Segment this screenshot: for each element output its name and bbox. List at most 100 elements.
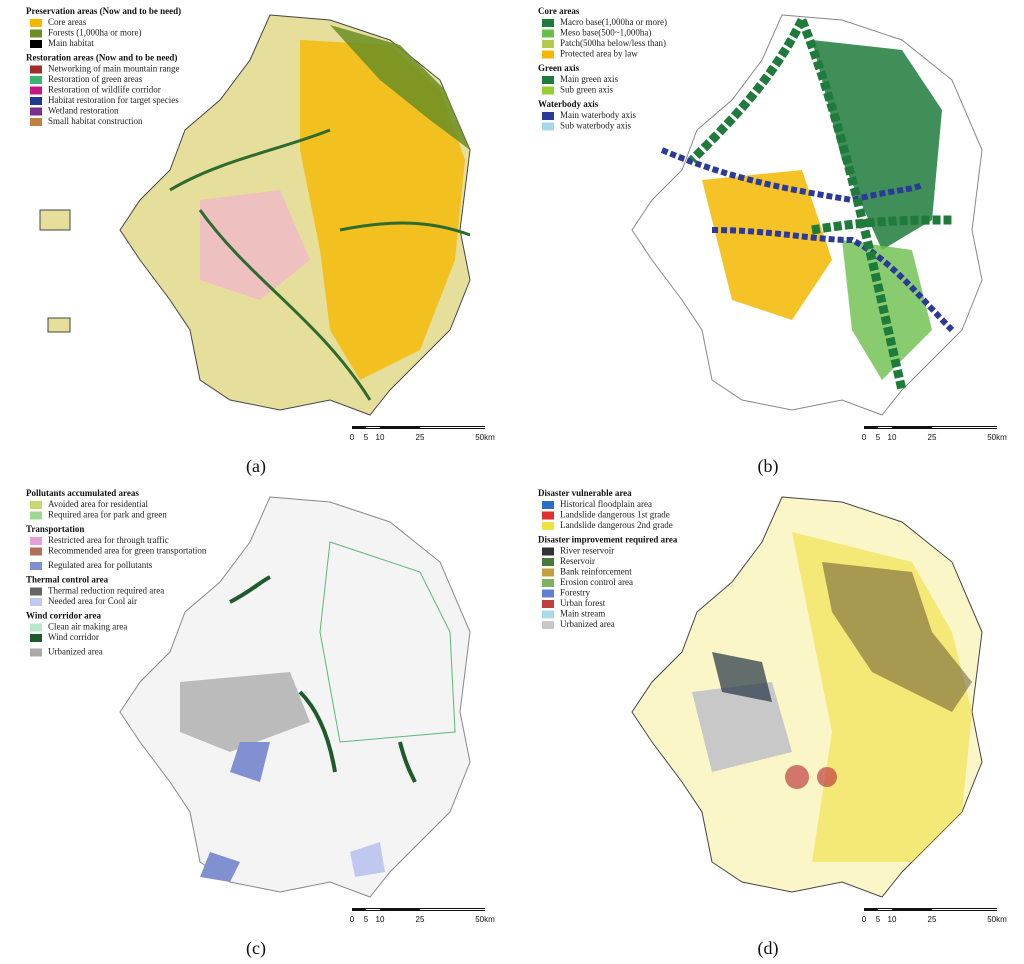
legend-label: Small habitat construction: [48, 116, 143, 126]
legend-label: Avoided area for residential: [48, 499, 149, 509]
legend-swatch: [542, 558, 554, 566]
legend-label: Sub waterbody axis: [560, 121, 631, 131]
legend-title: Wind corridor area: [26, 611, 101, 621]
scale-label: 5: [876, 433, 881, 442]
scale-label: 50km: [987, 433, 1007, 442]
scale-label: 0: [350, 433, 355, 442]
scale-label: 0: [862, 433, 867, 442]
scale-bar-segment: [932, 909, 997, 910]
scale-label: 50km: [987, 915, 1007, 924]
legend-swatch: [542, 522, 554, 530]
legend-title: Transportation: [26, 524, 84, 534]
legend-swatch: [30, 598, 42, 606]
map-a: [39, 14, 471, 416]
scale-label: 5: [364, 433, 369, 442]
legend-title: Core areas: [538, 6, 580, 16]
scale-label: 25: [416, 915, 425, 924]
scale-bar-segment: [420, 909, 485, 910]
legend-label: Patch(500ha below/less than): [560, 38, 666, 48]
legend-swatch: [542, 547, 554, 556]
legend-swatch: [542, 86, 554, 95]
legend-swatch: [30, 562, 42, 570]
legend-swatch: [30, 65, 42, 74]
legend-title: Restoration areas (Now and to be need): [26, 53, 177, 63]
legend-label: Restoration of wildlife corridor: [48, 85, 161, 95]
legend-label: Main stream: [560, 609, 605, 619]
legend-label: Protected area by law: [560, 49, 638, 59]
panel-label: (a): [246, 456, 266, 477]
map-d: [631, 496, 983, 898]
legend-label: Forests (1,000ha or more): [48, 28, 141, 38]
scale-bar: [352, 908, 485, 911]
scale-label: 25: [416, 433, 425, 442]
legend-swatch: [542, 112, 554, 120]
legend-title: Green axis: [538, 63, 580, 73]
legend-swatch: [30, 537, 42, 545]
legend-label: Regulated area for pollutants: [48, 560, 153, 570]
scale-bar: [352, 426, 485, 429]
panel-label: (d): [758, 938, 779, 959]
scale-bar-segment: [366, 909, 380, 910]
legend-swatch: [30, 623, 42, 632]
legend-label: Reservoir: [560, 556, 595, 566]
scale-label: 5: [364, 915, 369, 924]
map-c: [119, 496, 471, 898]
legend-title: Disaster improvement required area: [538, 535, 678, 545]
legend-swatch: [30, 634, 42, 642]
legend-label: Wetland restoration: [48, 106, 119, 116]
scale-bar-segment: [932, 427, 997, 428]
legend-label: Thermal reduction required area: [48, 586, 164, 596]
scale-label: 10: [888, 915, 897, 924]
legend-swatch: [30, 501, 42, 509]
legend-swatch: [30, 19, 42, 27]
legend-swatch: [542, 610, 554, 619]
legend-swatch: [30, 76, 42, 84]
legend-label: Urban forest: [560, 598, 606, 608]
legend-label: Macro base(1,000ha or more): [560, 17, 667, 27]
legend-label: Bank reinforcement: [560, 567, 632, 577]
legend-swatch: [30, 587, 42, 596]
legend-swatch: [542, 19, 554, 27]
scale-label: 50km: [475, 433, 495, 442]
legend-label: Historical floodplain area: [560, 499, 652, 509]
legend-label: Meso base(500~1,000ha): [560, 28, 651, 38]
legend-swatch: [30, 86, 42, 95]
legend-label: Landslide dangerous 2nd grade: [560, 520, 673, 530]
legend-title: Thermal control area: [26, 575, 109, 585]
legend-title: Waterbody axis: [538, 99, 599, 109]
legend-label: Core areas: [48, 17, 87, 27]
legend-label: Urbanized area: [48, 647, 103, 657]
legend-label: Erosion control area: [560, 577, 633, 587]
scale-label: 50km: [475, 915, 495, 924]
legend-swatch: [542, 621, 554, 629]
legend-swatch: [30, 97, 42, 105]
legend-label: Required area for park and green: [48, 510, 167, 520]
scale-label: 10: [888, 433, 897, 442]
legend-swatch: [30, 511, 42, 520]
legend-swatch: [542, 76, 554, 84]
legend-swatch: [30, 648, 42, 657]
legend-title: Disaster vulnerable area: [538, 488, 632, 498]
legend-swatch: [542, 600, 554, 608]
legend-label: Habitat restoration for target species: [48, 95, 179, 105]
scale-bar: [864, 426, 997, 429]
legend-label: Urbanized area: [560, 619, 615, 629]
legend-swatch: [30, 40, 42, 48]
legend-swatch: [542, 511, 554, 520]
legend-label: Forestry: [560, 588, 590, 598]
legend-title: Pollutants accumulated areas: [26, 488, 139, 498]
legend-label: Main green axis: [560, 74, 618, 84]
scale-label: 10: [376, 915, 385, 924]
scale-label: 25: [928, 915, 937, 924]
scale-bar-segment: [366, 427, 380, 428]
legend-label: Landslide dangerous 1st grade: [560, 510, 670, 520]
legend-label: Restoration of green areas: [48, 74, 143, 84]
legend-label: Main habitat: [48, 38, 94, 48]
legend-label: Clean air making area: [48, 622, 127, 632]
legend-title: Preservation areas (Now and to be need): [26, 6, 181, 16]
legend-label: Main waterbody axis: [560, 110, 636, 120]
legend-swatch: [542, 50, 554, 59]
